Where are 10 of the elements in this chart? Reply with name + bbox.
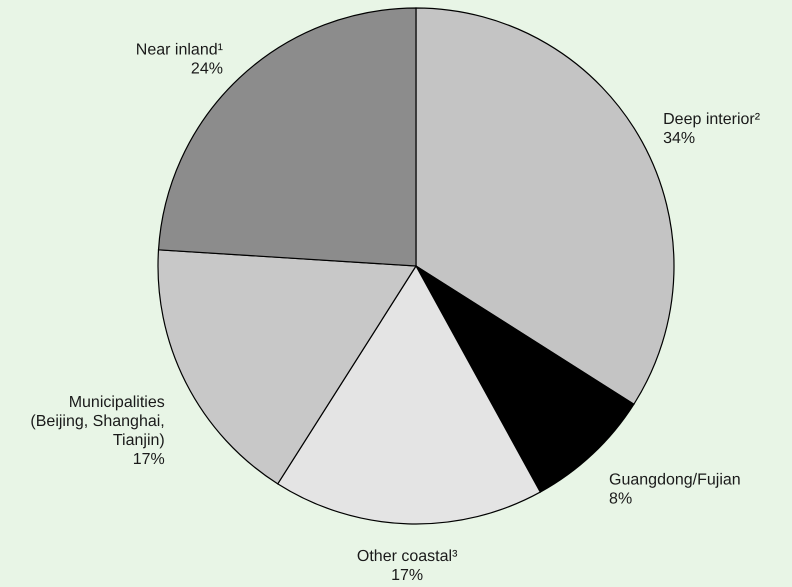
data-label: 17% — [391, 566, 424, 584]
slice-label: Deep interior² — [663, 111, 761, 128]
data-label: 17% — [132, 451, 165, 468]
data-label: 24% — [190, 60, 223, 78]
slice-label: Near inland¹ — [136, 41, 223, 58]
slice-label: Other coastal³ — [356, 548, 458, 565]
slice-label: Municipalities (Beijing, Shanghai, Tianjin) — [30, 394, 165, 450]
slice-label: Guangdong/Fujian — [609, 472, 741, 489]
data-label: 34% — [663, 130, 696, 148]
data-label: 8% — [609, 490, 632, 508]
